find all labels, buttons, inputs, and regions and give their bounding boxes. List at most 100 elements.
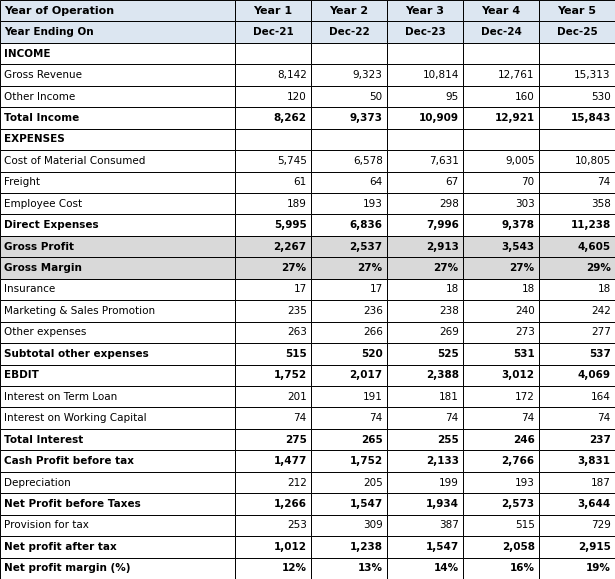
Text: 17: 17	[370, 284, 383, 295]
Bar	[539, 386, 615, 408]
Bar	[539, 558, 615, 579]
Text: 358: 358	[591, 199, 611, 208]
Text: 11,238: 11,238	[571, 220, 611, 230]
Bar	[311, 408, 387, 429]
Bar	[235, 343, 311, 365]
Bar	[235, 450, 311, 472]
Bar	[463, 558, 539, 579]
Bar	[0, 43, 235, 64]
Text: 74: 74	[445, 413, 459, 423]
Bar	[0, 558, 235, 579]
Text: 240: 240	[515, 306, 534, 316]
Text: 537: 537	[589, 349, 611, 359]
Bar	[463, 408, 539, 429]
Text: Dec-22: Dec-22	[328, 27, 370, 37]
Text: 4,605: 4,605	[577, 241, 611, 252]
Bar	[463, 536, 539, 558]
Bar	[387, 301, 463, 322]
Text: 6,836: 6,836	[350, 220, 383, 230]
Text: 531: 531	[513, 349, 534, 359]
Bar	[235, 193, 311, 214]
Text: 2,058: 2,058	[502, 542, 534, 552]
Text: 164: 164	[591, 392, 611, 402]
Text: Gross Margin: Gross Margin	[4, 263, 82, 273]
Text: 2,537: 2,537	[349, 241, 383, 252]
Bar	[0, 493, 235, 515]
Bar	[311, 493, 387, 515]
Text: 2,915: 2,915	[578, 542, 611, 552]
Text: 187: 187	[591, 478, 611, 488]
Text: 515: 515	[515, 521, 534, 530]
Text: 520: 520	[361, 349, 383, 359]
Bar	[0, 236, 235, 257]
Text: 298: 298	[439, 199, 459, 208]
Text: 2,388: 2,388	[426, 371, 459, 380]
Bar	[0, 343, 235, 365]
Bar	[311, 450, 387, 472]
Bar	[539, 64, 615, 86]
Text: 181: 181	[439, 392, 459, 402]
Bar	[311, 236, 387, 257]
Bar	[463, 386, 539, 408]
Text: 2,573: 2,573	[502, 499, 534, 509]
Bar	[463, 236, 539, 257]
Text: 12,761: 12,761	[498, 70, 534, 80]
Bar	[387, 129, 463, 150]
Bar	[539, 408, 615, 429]
Text: 277: 277	[591, 327, 611, 338]
Text: 189: 189	[287, 199, 307, 208]
Bar	[539, 493, 615, 515]
Bar	[235, 214, 311, 236]
Text: 172: 172	[515, 392, 534, 402]
Bar	[387, 472, 463, 493]
Text: 70: 70	[522, 177, 534, 187]
Bar	[539, 150, 615, 171]
Text: Freight: Freight	[4, 177, 41, 187]
Text: 275: 275	[285, 435, 307, 445]
Bar	[463, 278, 539, 301]
Bar	[311, 322, 387, 343]
Text: 15,313: 15,313	[574, 70, 611, 80]
Text: 3,012: 3,012	[502, 371, 534, 380]
Text: Year 3: Year 3	[405, 6, 445, 16]
Text: Employee Cost: Employee Cost	[4, 199, 82, 208]
Bar	[387, 150, 463, 171]
Text: 14%: 14%	[434, 563, 459, 573]
Bar	[387, 429, 463, 450]
Bar	[311, 171, 387, 193]
Bar	[311, 129, 387, 150]
Text: 74: 74	[597, 177, 611, 187]
Bar	[463, 515, 539, 536]
Bar	[463, 193, 539, 214]
Bar	[463, 64, 539, 86]
Text: INCOME: INCOME	[4, 49, 51, 58]
Bar	[311, 472, 387, 493]
Bar	[311, 214, 387, 236]
Bar	[0, 193, 235, 214]
Bar	[0, 150, 235, 171]
Bar	[0, 278, 235, 301]
Bar	[235, 429, 311, 450]
Bar	[0, 450, 235, 472]
Bar	[387, 236, 463, 257]
Text: Year 1: Year 1	[253, 6, 293, 16]
Text: 19%: 19%	[586, 563, 611, 573]
Text: 238: 238	[439, 306, 459, 316]
Text: 3,831: 3,831	[577, 456, 611, 466]
Bar	[311, 558, 387, 579]
Text: 10,805: 10,805	[574, 156, 611, 166]
Text: 265: 265	[361, 435, 383, 445]
Text: 2,766: 2,766	[502, 456, 534, 466]
Text: Marketing & Sales Promotion: Marketing & Sales Promotion	[4, 306, 156, 316]
Text: Direct Expenses: Direct Expenses	[4, 220, 99, 230]
Text: 269: 269	[439, 327, 459, 338]
Text: 1,752: 1,752	[349, 456, 383, 466]
Bar	[235, 236, 311, 257]
Text: 27%: 27%	[434, 263, 459, 273]
Text: Provision for tax: Provision for tax	[4, 521, 89, 530]
Bar	[0, 129, 235, 150]
Text: 9,378: 9,378	[502, 220, 534, 230]
Text: 74: 74	[522, 413, 534, 423]
Bar	[539, 193, 615, 214]
Text: 246: 246	[513, 435, 534, 445]
